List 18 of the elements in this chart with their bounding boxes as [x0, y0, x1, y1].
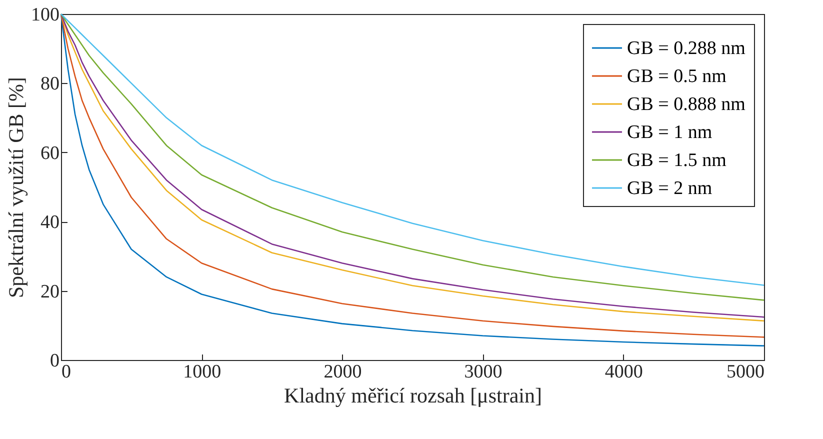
y-axis-title: Spektrální využití GB [%] — [4, 76, 28, 298]
x-tick-label: 1000 — [183, 362, 222, 382]
y-tick-label: 100 — [31, 4, 60, 26]
legend-label: GB = 0.288 nm — [627, 38, 746, 59]
legend-label: GB = 1.5 nm — [627, 150, 727, 171]
y-tick-label: 80 — [40, 74, 60, 95]
y-tick-label: 60 — [40, 142, 60, 164]
x-tick-label: 2000 — [324, 362, 362, 382]
legend-label: GB = 0.888 nm — [627, 94, 746, 115]
x-tick-label: 4000 — [604, 362, 643, 382]
x-tick-label: 5000 — [726, 362, 764, 382]
y-tick-label: 20 — [40, 281, 60, 302]
x-tick-label: 3000 — [464, 362, 502, 382]
x-axis-title: Kladný měřicí rozsah [μstrain] — [284, 384, 542, 408]
legend-label: GB = 1 nm — [627, 122, 712, 143]
legend-label: GB = 0.5 nm — [627, 66, 727, 87]
legend-label: GB = 2 nm — [627, 178, 712, 199]
y-tick-label: 40 — [40, 212, 60, 234]
